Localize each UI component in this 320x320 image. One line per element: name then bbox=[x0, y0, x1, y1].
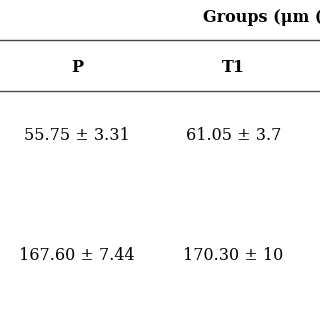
Text: P: P bbox=[71, 59, 83, 76]
Text: 61.05 ± 3.7: 61.05 ± 3.7 bbox=[186, 127, 281, 145]
Text: 167.60 ± 7.44: 167.60 ± 7.44 bbox=[19, 247, 135, 265]
Text: T1: T1 bbox=[222, 59, 245, 76]
Text: Groups (μm (: Groups (μm ( bbox=[203, 9, 320, 26]
Text: 170.30 ± 10: 170.30 ± 10 bbox=[183, 247, 284, 265]
Text: 55.75 ± 3.31: 55.75 ± 3.31 bbox=[24, 127, 130, 145]
